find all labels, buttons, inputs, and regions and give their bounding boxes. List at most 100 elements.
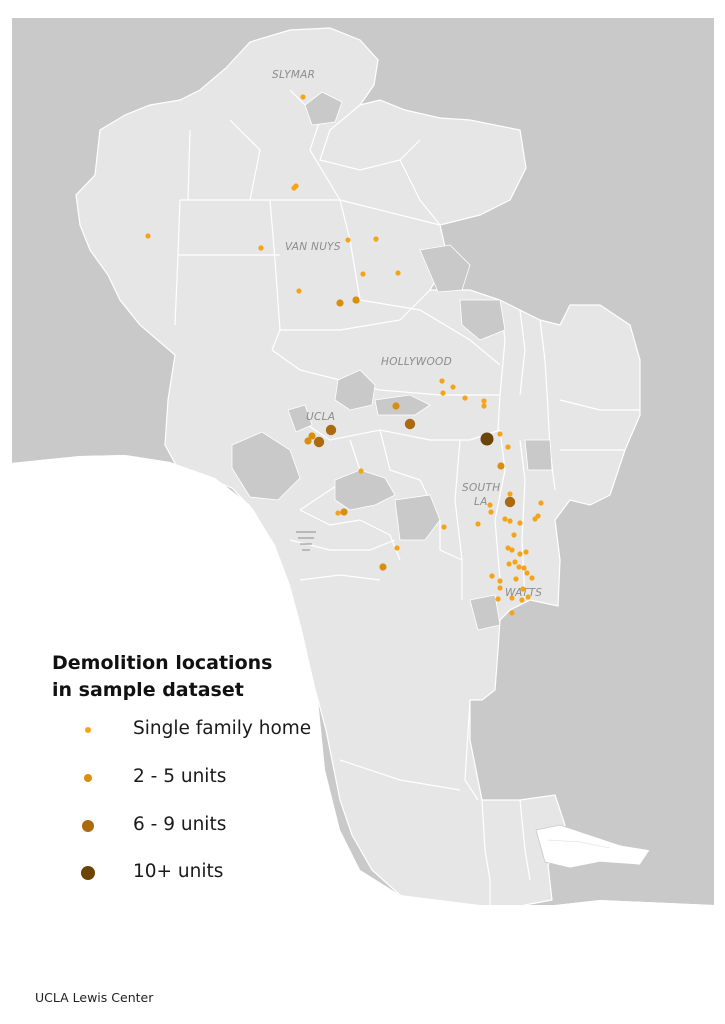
- label-la: LA: [474, 496, 488, 508]
- demolition-marker-medium: [497, 462, 505, 470]
- demolition-marker-small: [509, 547, 515, 553]
- demolition-marker-small: [439, 378, 445, 384]
- demolition-marker-small: [345, 237, 351, 243]
- demolition-marker-medium: [336, 299, 344, 307]
- legend-dot-small: [85, 727, 91, 733]
- demolition-marker-small: [507, 518, 513, 524]
- demolition-marker-small: [495, 596, 501, 602]
- demolition-marker-small: [509, 595, 515, 601]
- legend-item-2-5-units: 2 - 5 units: [52, 766, 372, 796]
- demolition-marker-small: [373, 236, 379, 242]
- demolition-marker-xlarge: [480, 432, 494, 446]
- demolition-marker-small: [145, 233, 151, 239]
- demolition-marker-small: [489, 573, 495, 579]
- legend-label: 2 - 5 units: [133, 766, 227, 787]
- demolition-marker-small: [335, 510, 341, 516]
- demolition-marker-small: [535, 513, 541, 519]
- demolition-marker-small: [517, 520, 523, 526]
- demolition-marker-medium: [379, 563, 387, 571]
- legend-title: Demolition locations in sample dataset: [52, 650, 332, 704]
- enclaves: [231, 91, 553, 631]
- demolition-marker-small: [462, 395, 468, 401]
- demolition-marker-small: [538, 500, 544, 506]
- demolition-marker-small: [258, 245, 264, 251]
- demolition-marker-small: [300, 94, 306, 100]
- legend-item-10-plus-units: 10+ units: [52, 861, 372, 891]
- marina-del-rey: [296, 531, 316, 551]
- demolition-marker-small: [520, 586, 526, 592]
- demolition-marker-small: [511, 532, 517, 538]
- label-south: SOUTH: [462, 482, 500, 494]
- legend: Demolition locations in sample dataset S…: [52, 650, 332, 882]
- demolition-marker-medium: [352, 296, 360, 304]
- legend-item-6-9-units: 6 - 9 units: [52, 814, 372, 844]
- label-hollywood: HOLLYWOOD: [381, 356, 452, 368]
- demolition-marker-small: [523, 549, 529, 555]
- enclave-vernon: [524, 439, 553, 471]
- enclave-san-fernando: [304, 91, 343, 126]
- demolition-marker-small: [513, 576, 519, 582]
- label-ucla: UCLA: [306, 411, 335, 423]
- demolition-marker-small: [291, 185, 297, 191]
- demolition-marker-small: [358, 468, 364, 474]
- demolition-marker-small: [395, 270, 401, 276]
- demolition-marker-small: [509, 610, 515, 616]
- port-of-la: [535, 824, 651, 869]
- demolition-marker-small: [296, 288, 302, 294]
- enclave-burbank: [419, 244, 471, 293]
- demolition-marker-small: [507, 491, 513, 497]
- enclave-glendale: [459, 299, 506, 341]
- enclave-beverly-hills: [334, 369, 376, 411]
- demolition-marker-medium: [308, 432, 316, 440]
- legend-label: Single family home: [133, 718, 312, 739]
- demolition-marker-small: [488, 509, 494, 515]
- demolition-marker-small: [502, 516, 508, 522]
- demolition-marker-large: [404, 418, 416, 430]
- demolition-marker-small: [481, 398, 487, 404]
- legend-dot-xlarge: [81, 866, 95, 880]
- demolition-marker-large: [325, 424, 337, 436]
- legend-title-line2: in sample dataset: [52, 679, 244, 701]
- legend-title-line1: Demolition locations: [52, 652, 273, 674]
- demolition-marker-large: [313, 436, 325, 448]
- legend-label: 10+ units: [133, 861, 224, 882]
- enclave-west-hollywood: [374, 394, 431, 416]
- demolition-marker-small: [521, 565, 527, 571]
- demolition-marker-small: [440, 390, 446, 396]
- demolition-markers: [145, 94, 544, 616]
- demolition-marker-small: [481, 403, 487, 409]
- legend-item-single-family: Single family home: [52, 718, 372, 748]
- demolition-marker-small: [505, 444, 511, 450]
- demolition-marker-small: [497, 585, 503, 591]
- demolition-marker-small: [450, 384, 456, 390]
- demolition-marker-small: [487, 502, 493, 508]
- enclave-compton: [469, 594, 501, 631]
- demolition-marker-small: [497, 431, 503, 437]
- demolition-marker-small: [524, 570, 530, 576]
- legend-dot-large: [82, 820, 94, 832]
- legend-label: 6 - 9 units: [133, 814, 227, 835]
- demolition-marker-small: [497, 578, 503, 584]
- demolition-marker-small: [394, 545, 400, 551]
- demolition-marker-small: [360, 271, 366, 277]
- legend-dot-medium: [84, 774, 92, 782]
- credit-text: UCLA Lewis Center: [35, 990, 154, 1005]
- demolition-marker-small: [529, 575, 535, 581]
- demolition-marker-small: [525, 594, 531, 600]
- demolition-marker-small: [519, 597, 525, 603]
- enclave-westwood: [287, 404, 313, 433]
- demolition-marker-small: [441, 524, 447, 530]
- label-slymar: SLYMAR: [272, 69, 315, 81]
- enclave-culver-city: [334, 469, 396, 511]
- label-watts: WATTS: [505, 587, 542, 599]
- demolition-marker-small: [506, 561, 512, 567]
- demolition-marker-small: [517, 551, 523, 557]
- demolition-marker-medium: [392, 402, 400, 410]
- demolition-marker-medium: [304, 437, 312, 445]
- demolition-marker-small: [505, 545, 511, 551]
- ocean: [0, 455, 725, 1024]
- demolition-marker-large: [504, 496, 516, 508]
- demolition-marker-small: [512, 559, 518, 565]
